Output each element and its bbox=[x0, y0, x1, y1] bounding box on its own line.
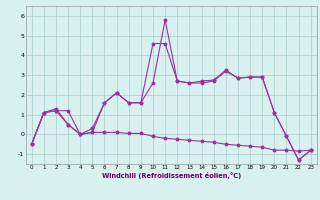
X-axis label: Windchill (Refroidissement éolien,°C): Windchill (Refroidissement éolien,°C) bbox=[101, 172, 241, 179]
